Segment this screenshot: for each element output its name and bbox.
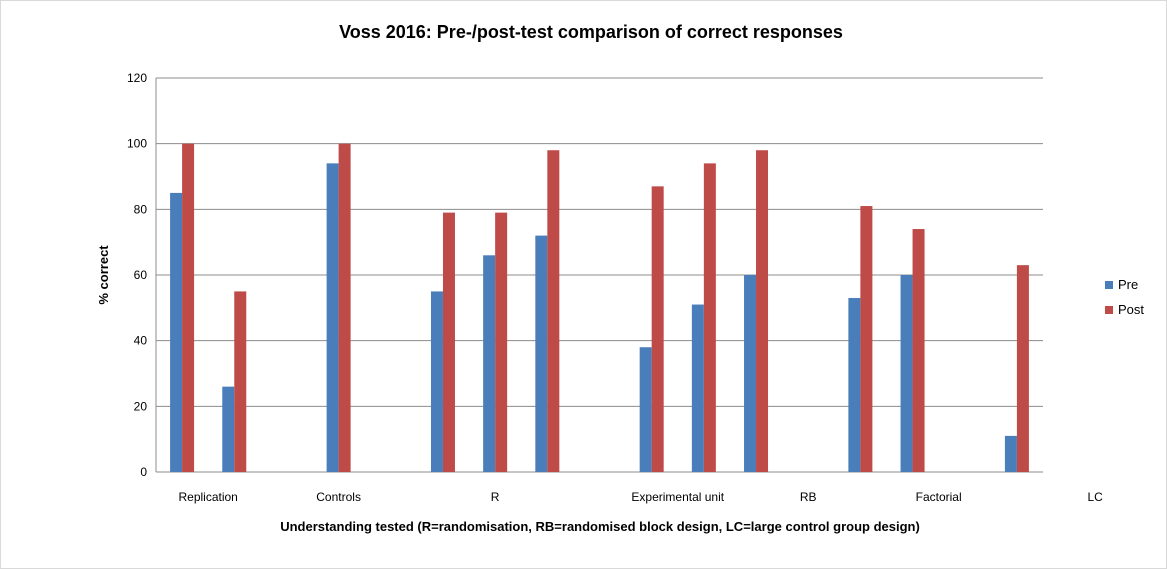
x-axis-ticks: Replication Controls R Experimental unit RB F… [178,490,1103,504]
bar-post [547,150,560,472]
legend-swatch-post [1105,306,1113,314]
bar-pre [326,163,339,472]
y-axis-title: % correct [96,245,111,305]
legend-swatch-pre [1105,281,1113,289]
x-tick-label: Controls [316,490,361,504]
bar-post [495,212,508,472]
bar-post [234,291,247,472]
y-tick-label: 0 [140,465,147,479]
legend-label-post: Post [1118,302,1144,317]
bar-post [703,163,716,472]
y-tick-label: 20 [134,399,148,413]
bar-pre [170,192,183,472]
bar-pre [1004,435,1017,472]
bars [170,143,1029,473]
gridlines [155,77,1043,473]
y-tick-label: 100 [127,137,147,151]
bar-post [1016,265,1029,472]
y-axis-ticks: 0 20 40 60 80 100 120 [127,71,147,479]
legend: Pre Post [1105,277,1144,317]
y-tick-label: 120 [127,71,147,85]
bar-pre [744,275,757,472]
bar-post [860,206,873,473]
bar-post [912,229,925,472]
bar-pre [535,235,548,472]
y-tick-label: 40 [134,334,148,348]
y-tick-label: 80 [134,202,148,216]
bar-pre [639,347,652,472]
x-tick-label: Replication [178,490,237,504]
bar-pre [430,291,443,472]
bar-post [182,143,195,472]
bar-pre [691,304,704,472]
bar-pre [222,386,235,472]
bar-pre [900,275,913,472]
bar-post [756,150,769,472]
x-tick-label: R [491,490,500,504]
legend-label-pre: Pre [1118,277,1138,292]
x-tick-label: LC [1088,490,1104,504]
x-tick-label: Experimental unit [631,490,724,504]
x-tick-label: Factorial [916,490,962,504]
x-axis-title: Understanding tested (R=randomisation, R… [280,519,920,534]
bar-pre [483,255,496,472]
bar-pre [848,297,861,472]
bar-post [651,186,664,472]
x-tick-label: RB [800,490,817,504]
chart-title: Voss 2016: Pre-/post-test comparison of … [339,22,843,42]
bar-post [442,212,455,472]
bar-post [338,143,351,472]
y-tick-label: 60 [134,268,148,282]
